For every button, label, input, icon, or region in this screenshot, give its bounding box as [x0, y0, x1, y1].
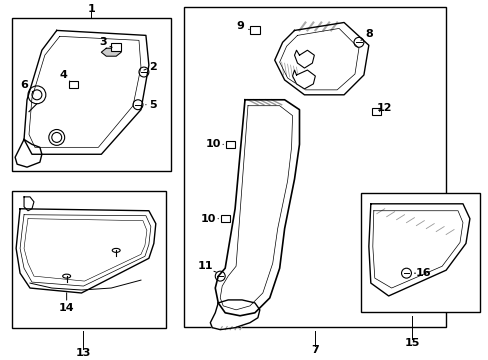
Polygon shape — [274, 22, 368, 95]
Polygon shape — [368, 204, 469, 296]
Text: 10: 10 — [200, 214, 216, 224]
Text: 8: 8 — [364, 30, 372, 39]
Text: 1: 1 — [87, 4, 95, 14]
Text: 5: 5 — [149, 100, 156, 110]
Bar — [360, 193, 479, 312]
Polygon shape — [294, 50, 314, 68]
Text: 10: 10 — [205, 139, 221, 149]
Polygon shape — [215, 100, 299, 316]
Polygon shape — [210, 300, 259, 330]
Text: 11: 11 — [197, 261, 213, 271]
Text: 6: 6 — [20, 80, 28, 90]
Bar — [12, 18, 170, 171]
Bar — [220, 215, 229, 222]
Bar — [183, 6, 445, 327]
Bar — [111, 43, 121, 51]
Polygon shape — [101, 48, 121, 56]
Bar — [225, 141, 234, 148]
Text: 9: 9 — [236, 22, 244, 31]
Text: 4: 4 — [60, 70, 67, 80]
Polygon shape — [292, 70, 315, 89]
Polygon shape — [24, 30, 148, 154]
Bar — [12, 191, 165, 328]
Polygon shape — [15, 139, 42, 167]
Bar — [371, 108, 381, 115]
Text: 16: 16 — [415, 268, 430, 278]
Text: 14: 14 — [59, 303, 74, 313]
Polygon shape — [24, 197, 34, 211]
Polygon shape — [16, 209, 156, 293]
Text: 12: 12 — [376, 103, 392, 113]
Text: 13: 13 — [76, 348, 91, 359]
Bar — [249, 26, 259, 35]
Text: 2: 2 — [149, 62, 157, 72]
Text: 15: 15 — [404, 338, 419, 347]
Bar — [69, 81, 78, 89]
Text: 3: 3 — [99, 37, 107, 47]
Text: 7: 7 — [311, 346, 319, 355]
